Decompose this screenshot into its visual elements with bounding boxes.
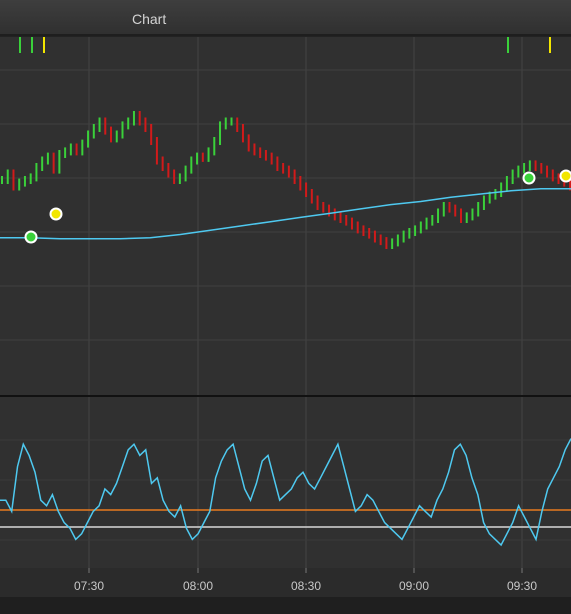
buy-marker <box>24 230 38 244</box>
x-tick-label: 08:30 <box>291 579 321 593</box>
sell-marker <box>49 207 63 221</box>
price-panel <box>0 37 571 397</box>
chart-tab[interactable]: Chart <box>0 0 571 36</box>
chart-title: Chart <box>132 11 167 27</box>
x-tick-label: 09:30 <box>507 579 537 593</box>
moving-average-line <box>0 187 571 240</box>
x-axis-band <box>0 568 571 597</box>
bottom-strip <box>0 597 571 614</box>
x-axis: 07:30 08:00 08:30 09:00 09:30 <box>0 568 571 597</box>
x-tick-label: 07:30 <box>74 579 104 593</box>
oscillator-panel <box>0 397 571 568</box>
title-underline <box>0 34 571 36</box>
oscillator-panel-bg <box>0 397 571 568</box>
sell-marker <box>559 169 571 183</box>
price-panel-bg <box>0 37 571 395</box>
title-bar: Chart <box>0 0 571 37</box>
x-tick-label: 09:00 <box>399 579 429 593</box>
oscillator-line <box>0 438 571 547</box>
buy-marker <box>522 171 536 185</box>
x-tick-label: 08:00 <box>183 579 213 593</box>
